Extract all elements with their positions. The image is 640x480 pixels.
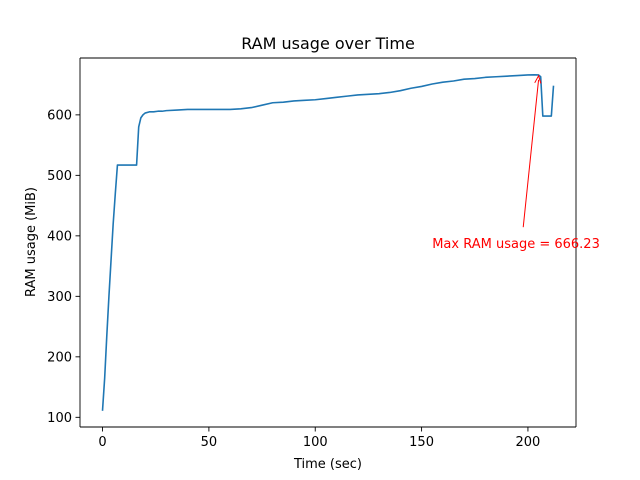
x-tick-label: 150	[409, 435, 434, 450]
y-tick-label: 100	[47, 411, 72, 426]
y-tick-label: 400	[47, 229, 72, 244]
y-tick-label: 600	[47, 108, 72, 123]
x-tick-label: 200	[516, 435, 541, 450]
series-line-0	[101, 74, 555, 411]
annotation-arrow-line	[522, 79, 540, 228]
y-tick-label: 500	[47, 169, 72, 184]
x-tick-label: 0	[98, 435, 106, 450]
y-axis-label: RAM usage (MiB)	[24, 187, 39, 297]
annotation-label: Max RAM usage = 666.23	[432, 237, 600, 252]
plot-area: 0 50 100 150 200 100 200 300 400 500 600 Max RAM us…	[47, 57, 600, 450]
x-axis-label: Time (sec)	[293, 457, 362, 472]
y-tick-label: 200	[47, 350, 72, 365]
x-tick-label: 50	[201, 435, 218, 450]
annotation-arrowhead	[534, 74, 542, 84]
chart-title: RAM usage over Time	[241, 34, 415, 53]
y-tick-label: 300	[47, 290, 72, 305]
x-tick-label: 100	[303, 435, 328, 450]
